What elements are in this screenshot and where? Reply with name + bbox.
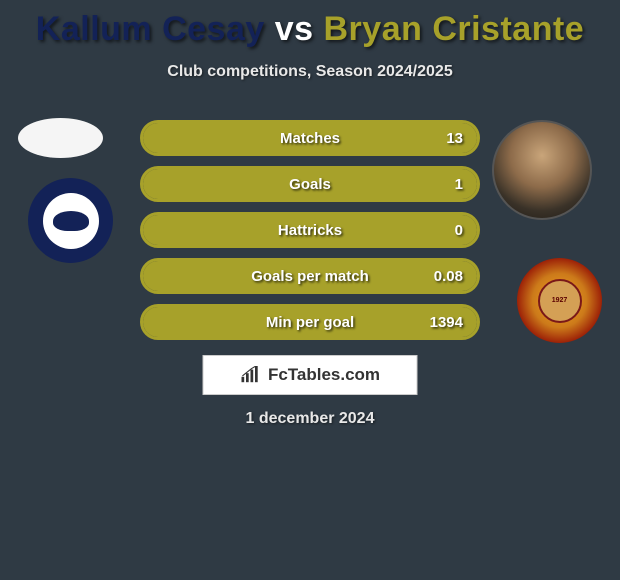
roma-icon: 1927 bbox=[538, 279, 582, 323]
stat-bar: Hattricks 0 bbox=[140, 212, 480, 248]
stat-bar: Min per goal 1394 bbox=[140, 304, 480, 340]
subtitle: Club competitions, Season 2024/2025 bbox=[0, 63, 620, 81]
player1-name: Kallum Cesay bbox=[36, 10, 265, 48]
stat-value: 0.08 bbox=[434, 268, 463, 285]
club-year: 1927 bbox=[552, 297, 568, 304]
player2-avatar bbox=[492, 120, 592, 220]
stat-value: 13 bbox=[446, 130, 463, 147]
stat-bar: Goals per match 0.08 bbox=[140, 258, 480, 294]
player1-club-badge bbox=[28, 178, 113, 263]
player1-avatar bbox=[18, 118, 103, 158]
stat-value: 1394 bbox=[430, 314, 463, 331]
comparison-date: 1 december 2024 bbox=[0, 410, 620, 428]
player2-name: Bryan Cristante bbox=[324, 10, 585, 48]
logo-text: FcTables.com bbox=[268, 365, 380, 385]
stat-bar: Goals 1 bbox=[140, 166, 480, 202]
stat-value: 0 bbox=[455, 222, 463, 239]
vs-text: vs bbox=[265, 10, 324, 48]
stat-label: Goals bbox=[289, 176, 331, 193]
stat-label: Matches bbox=[280, 130, 340, 147]
fctables-logo: FcTables.com bbox=[203, 355, 418, 395]
stat-label: Hattricks bbox=[278, 222, 342, 239]
stat-value: 1 bbox=[455, 176, 463, 193]
chart-icon bbox=[240, 366, 262, 384]
tottenham-icon bbox=[43, 193, 99, 249]
stat-label: Goals per match bbox=[251, 268, 369, 285]
stats-container: Matches 13 Goals 1 Hattricks 0 Goals per match… bbox=[140, 120, 480, 350]
comparison-title: Kallum Cesay vs Bryan Cristante bbox=[0, 0, 620, 49]
stat-label: Min per goal bbox=[266, 314, 354, 331]
stat-bar: Matches 13 bbox=[140, 120, 480, 156]
player2-club-badge: 1927 bbox=[517, 258, 602, 343]
